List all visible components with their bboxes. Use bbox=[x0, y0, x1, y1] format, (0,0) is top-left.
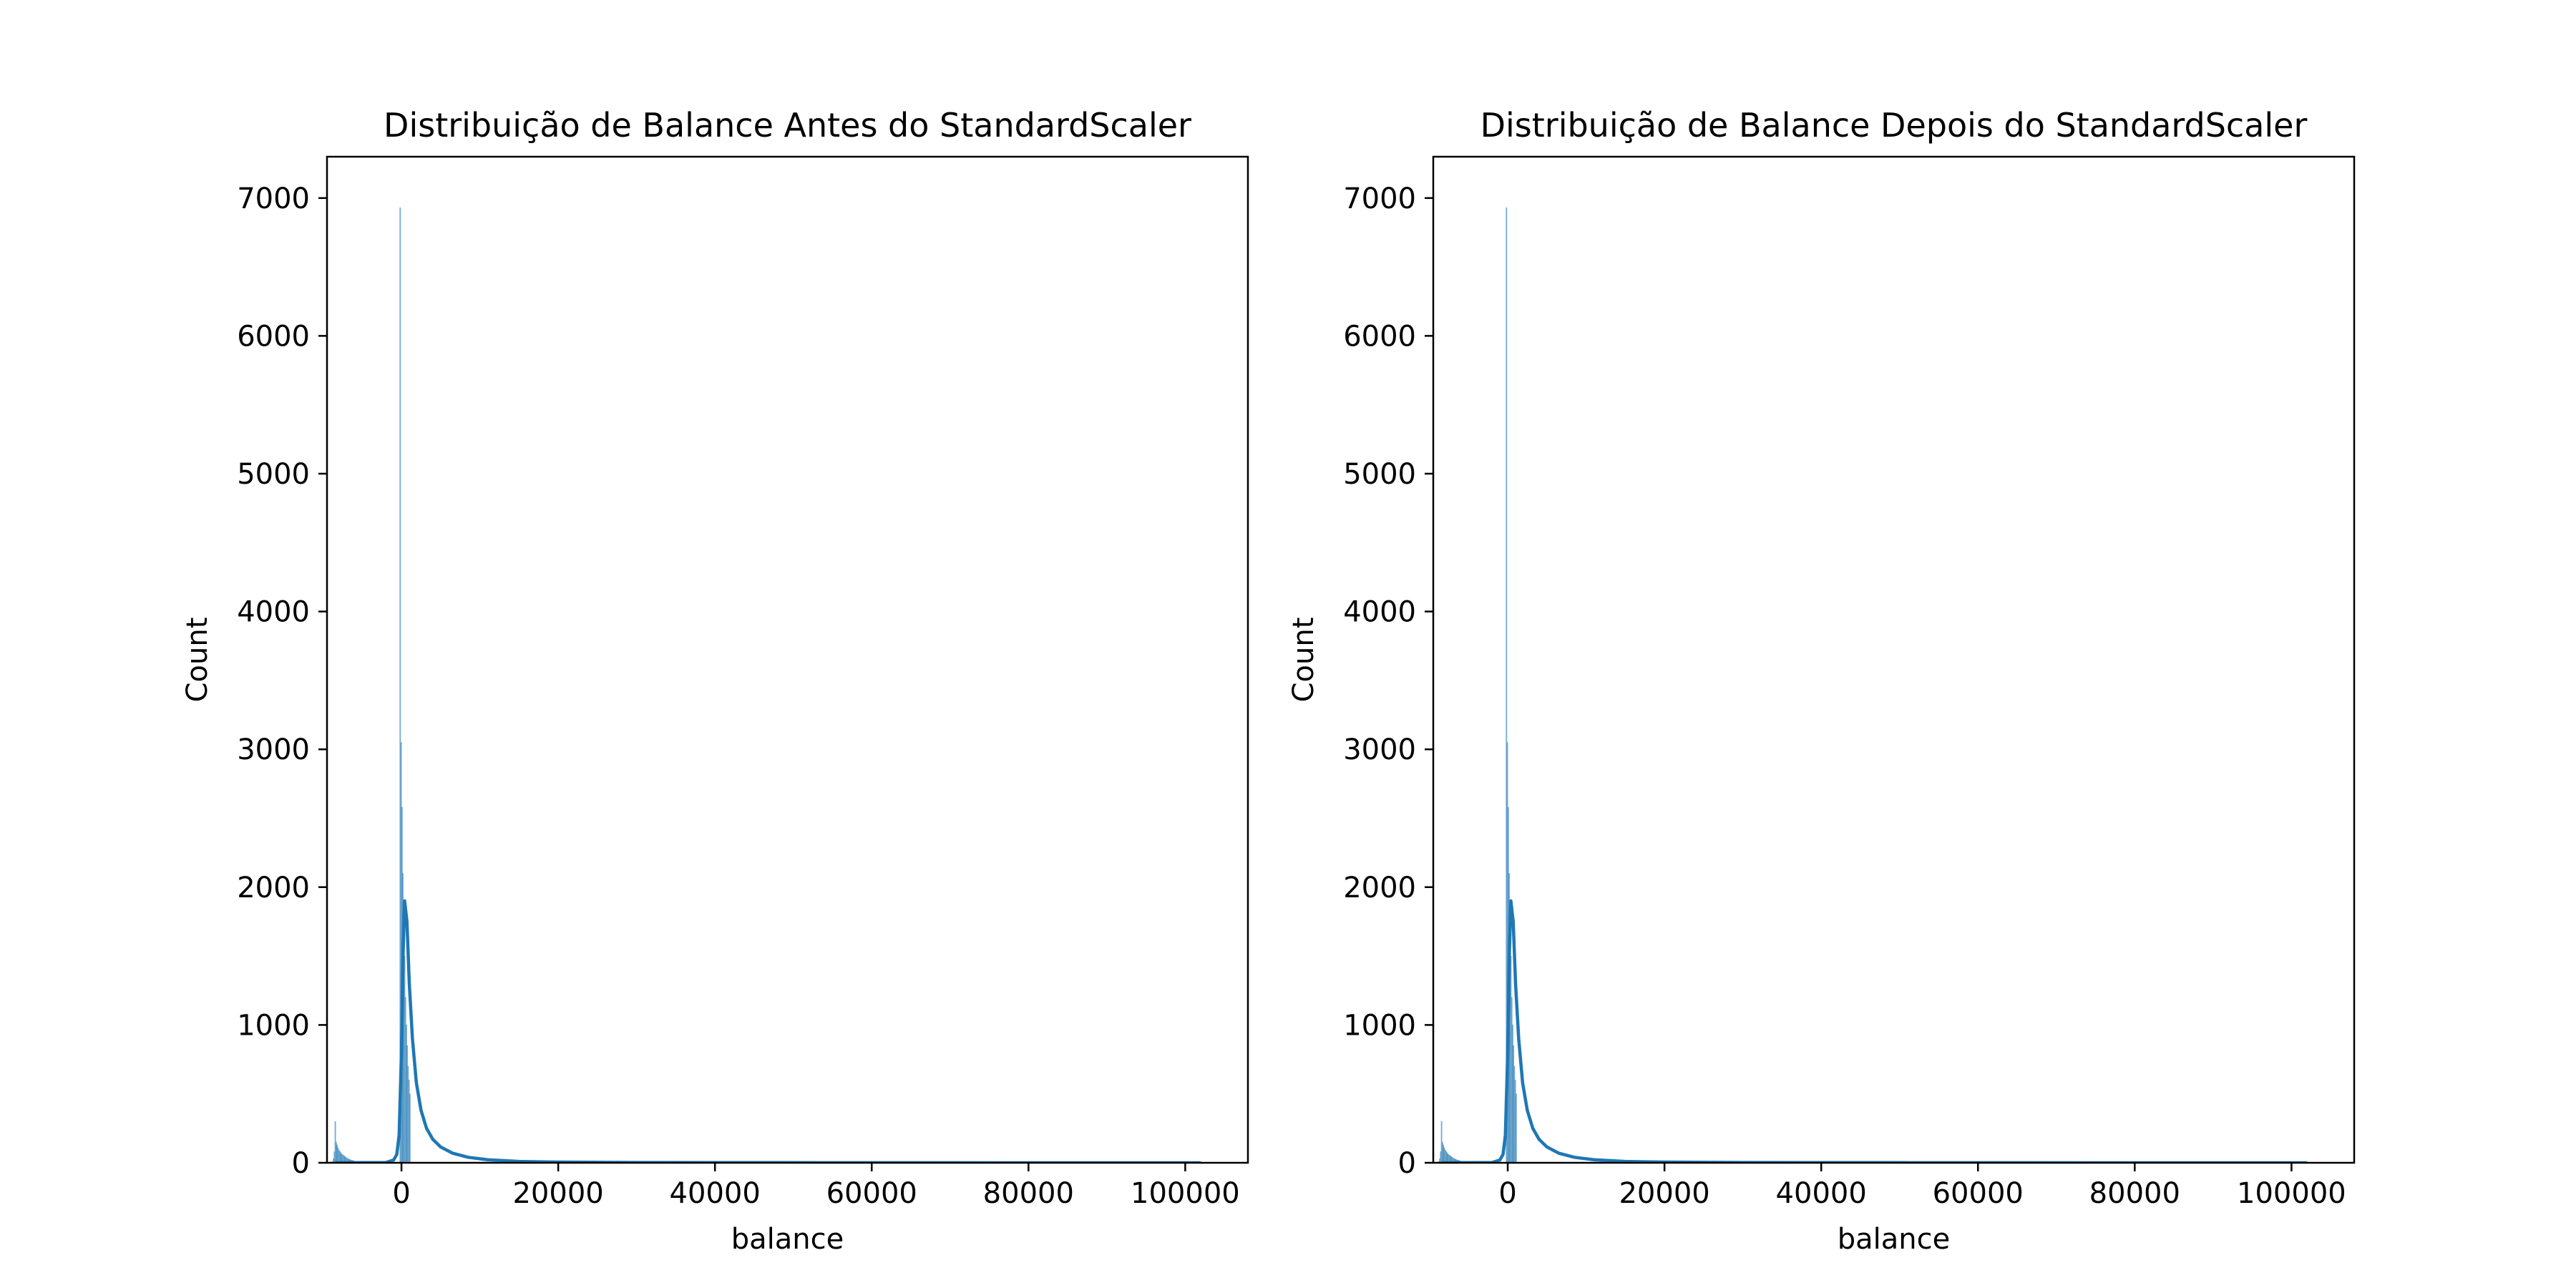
y-tick-label: 7000 bbox=[237, 182, 310, 215]
y-tick-label: 6000 bbox=[237, 320, 310, 353]
y-tick-label: 1000 bbox=[1343, 1009, 1416, 1042]
x-tick-label: 60000 bbox=[826, 1177, 917, 1210]
y-tick-label: 5000 bbox=[237, 458, 310, 491]
chart-title-before: Distribuição de Balance Antes do Standar… bbox=[384, 106, 1191, 145]
x-axis-label-after: balance bbox=[1838, 1223, 1950, 1256]
subplot-before: 0 20000 40000 60000 80000 100000 0 1000 2000 300… bbox=[181, 106, 1249, 1256]
axes-frame-before bbox=[326, 155, 1249, 1164]
x-tick-label: 60000 bbox=[1933, 1177, 2024, 1210]
x-tick-label: 40000 bbox=[1776, 1177, 1867, 1210]
y-axis-label-after: Count bbox=[1287, 618, 1320, 703]
y-axis-label-before: Count bbox=[181, 618, 214, 703]
y-tick-label: 4000 bbox=[237, 596, 310, 629]
x-tick-label: 20000 bbox=[512, 1177, 603, 1210]
x-tick-label: 0 bbox=[1498, 1177, 1516, 1210]
y-tick-label: 7000 bbox=[1343, 182, 1416, 215]
y-tick-label: 4000 bbox=[1343, 596, 1416, 629]
y-tick-label: 6000 bbox=[1343, 320, 1416, 353]
y-tick-label: 3000 bbox=[237, 733, 310, 766]
x-tick-label: 80000 bbox=[983, 1177, 1074, 1210]
x-ticks-before: 0 20000 40000 60000 80000 100000 bbox=[392, 1163, 1240, 1210]
hist-bar-after bbox=[1440, 1151, 1442, 1163]
y-tick-label: 2000 bbox=[1343, 872, 1416, 904]
y-tick-label: 0 bbox=[292, 1147, 310, 1180]
y-tick-label: 1000 bbox=[237, 1009, 310, 1042]
x-tick-label: 20000 bbox=[1619, 1177, 1709, 1210]
hist-bar-before bbox=[333, 1151, 336, 1163]
x-axis-label-before: balance bbox=[731, 1223, 844, 1256]
x-tick-label: 0 bbox=[392, 1177, 410, 1210]
x-tick-label: 100000 bbox=[1131, 1177, 1240, 1210]
hist-bar-before bbox=[409, 1093, 411, 1163]
x-tick-label: 40000 bbox=[670, 1177, 761, 1210]
x-tick-label: 100000 bbox=[2237, 1177, 2346, 1210]
y-ticks-after: 0 1000 2000 3000 4000 5000 6000 7000 bbox=[1343, 182, 1433, 1180]
x-tick-label: 80000 bbox=[2089, 1177, 2180, 1210]
y-ticks-before: 0 1000 2000 3000 4000 5000 6000 7000 bbox=[237, 182, 327, 1180]
chart-title-after: Distribuição de Balance Depois do Standa… bbox=[1480, 106, 2308, 145]
y-tick-label: 5000 bbox=[1343, 458, 1416, 491]
y-tick-label: 2000 bbox=[237, 872, 310, 904]
axes-frame-after bbox=[1432, 155, 2356, 1164]
y-tick-label: 3000 bbox=[1343, 733, 1416, 766]
subplot-after: 0 20000 40000 60000 80000 100000 0 1000 2000 300… bbox=[1287, 106, 2356, 1256]
x-ticks-after: 0 20000 40000 60000 80000 100000 bbox=[1498, 1163, 2346, 1210]
y-tick-label: 0 bbox=[1398, 1147, 1416, 1180]
